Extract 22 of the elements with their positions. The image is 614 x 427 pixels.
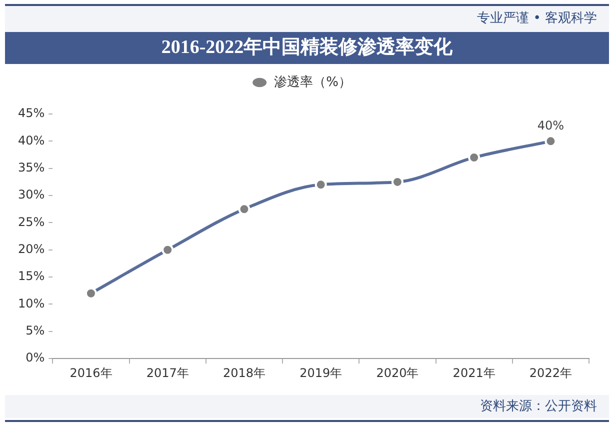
y-tick-label: 10%	[18, 296, 45, 310]
chart-title: 2016-2022年中国精装修渗透率变化	[5, 32, 609, 64]
y-tick-label: 20%	[18, 242, 45, 256]
y-tick-label: 30%	[18, 188, 45, 202]
y-tick-label: 0%	[26, 350, 45, 365]
data-label: 40%	[537, 118, 564, 132]
x-tick-label: 2021年	[452, 366, 496, 380]
legend-label: 渗透率（%）	[274, 74, 352, 90]
x-tick-label: 2019年	[300, 366, 342, 380]
text: 专业严谨 • 客观科学	[477, 10, 597, 28]
x-tick-label: 2020年	[376, 366, 419, 380]
x-tick-label: 2016年	[70, 366, 112, 380]
y-tick-label: 35%	[18, 160, 45, 174]
text: 资料来源：公开资料	[480, 398, 597, 416]
x-tick-label: 2018年	[222, 366, 266, 380]
y-tick-label: 15%	[18, 269, 45, 284]
y-tick-label: 45%	[18, 106, 45, 120]
y-tick-label: 40%	[18, 133, 45, 148]
y-tick-label: 5%	[26, 324, 45, 338]
y-tick-label: 25%	[18, 214, 45, 229]
x-tick-label: 2017年	[146, 366, 189, 380]
x-tick-label: 2022年	[529, 366, 572, 380]
